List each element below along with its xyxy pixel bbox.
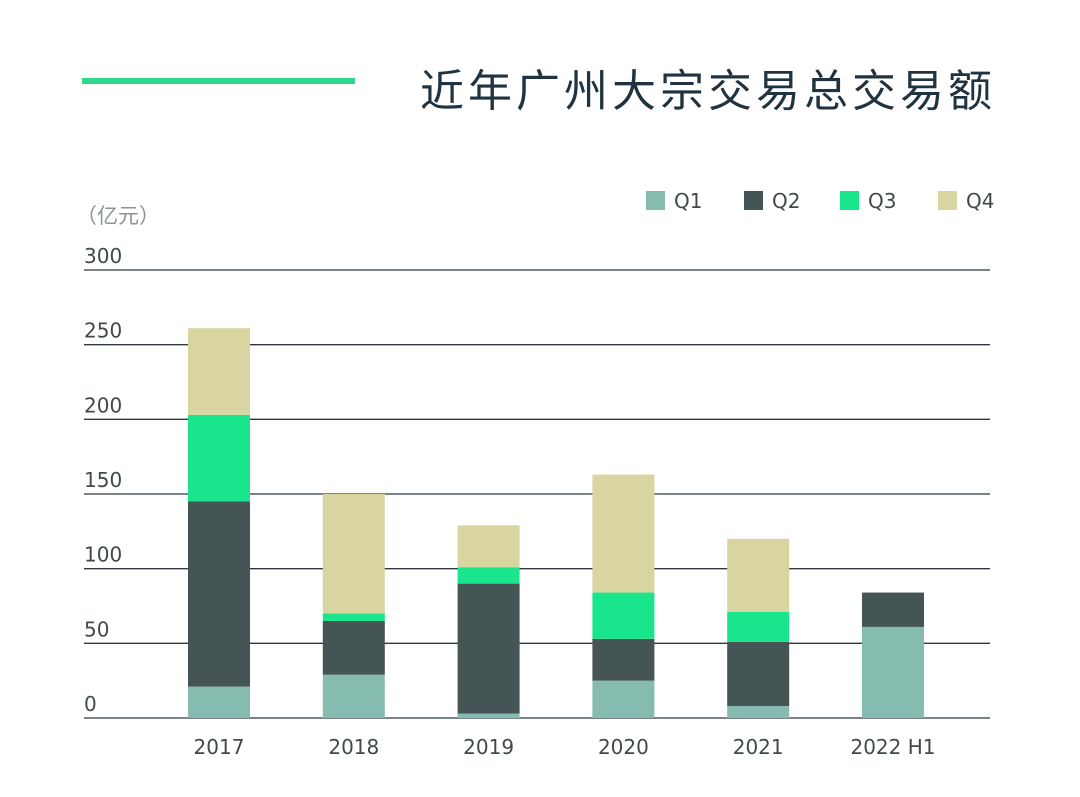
- bar-segment-q3: [457, 567, 520, 584]
- legend-label: Q1: [674, 189, 702, 213]
- bar-segment-q1: [322, 674, 385, 718]
- bar-segment-q3: [592, 592, 655, 639]
- x-tick-label: 2021: [733, 735, 784, 759]
- x-tick-label: 2017: [194, 735, 245, 759]
- bar-segment-q2: [727, 641, 790, 707]
- y-unit-label: （亿元）: [76, 204, 160, 228]
- bar-segment-q4: [188, 328, 250, 415]
- legend-label: Q4: [966, 189, 994, 213]
- bar-segment-q1: [457, 713, 520, 718]
- bar-segment-q1: [188, 686, 250, 718]
- bar-segment-q1: [727, 706, 790, 718]
- y-tick-label: 200: [84, 393, 122, 417]
- bar-segment-q3: [727, 611, 790, 642]
- y-axis-ticks: 0 50 100 150 200 250 300: [84, 244, 122, 716]
- legend: Q1 Q2 Q3 Q4: [646, 189, 994, 213]
- x-tick-label: 2022 H1: [850, 735, 935, 759]
- bar-segment-q1: [592, 680, 655, 718]
- x-axis-ticks: 2017 2018 2019 2020 2021 2022 H1: [194, 735, 936, 759]
- bar-segment-q4: [592, 474, 655, 593]
- x-tick-label: 2018: [328, 735, 379, 759]
- legend-swatch: [938, 191, 957, 210]
- bar-segment-q2: [592, 638, 655, 681]
- chart-title: 近年广州大宗交易总交易额: [420, 66, 996, 117]
- legend-label: Q2: [772, 189, 800, 213]
- bar-segment-q2: [322, 620, 385, 675]
- x-tick-label: 2019: [463, 735, 514, 759]
- y-tick-label: 100: [84, 543, 122, 567]
- x-tick-label: 2020: [598, 735, 649, 759]
- y-tick-label: 150: [84, 468, 122, 492]
- legend-swatch: [646, 191, 665, 210]
- bar-segment-q4: [322, 494, 385, 614]
- bar-segment-q4: [457, 525, 520, 568]
- y-tick-label: 300: [84, 244, 122, 268]
- bars: [188, 328, 924, 718]
- y-tick-label: 0: [84, 692, 97, 716]
- legend-label: Q3: [868, 189, 896, 213]
- bar-segment-q1: [862, 626, 924, 718]
- bar-segment-q2: [457, 583, 520, 714]
- legend-swatch: [840, 191, 859, 210]
- bar-segment-q3: [188, 414, 250, 502]
- bar-segment-q2: [188, 501, 250, 687]
- y-tick-label: 250: [84, 319, 122, 343]
- legend-swatch: [744, 191, 763, 210]
- bar-segment-q2: [862, 592, 924, 627]
- y-tick-label: 50: [84, 617, 109, 641]
- bar-segment-q3: [322, 613, 385, 621]
- bar-segment-q4: [727, 538, 790, 612]
